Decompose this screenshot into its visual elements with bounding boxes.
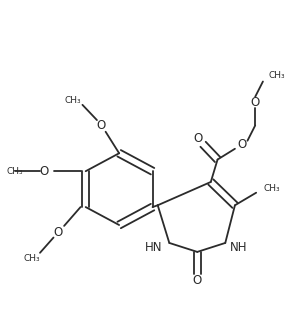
Text: O: O <box>39 165 49 178</box>
Text: CH₃: CH₃ <box>64 96 81 105</box>
Text: O: O <box>193 274 202 287</box>
Text: CH₃: CH₃ <box>24 254 40 263</box>
Text: CH₃: CH₃ <box>6 167 23 176</box>
Text: CH₃: CH₃ <box>264 184 281 193</box>
Text: O: O <box>54 226 63 239</box>
Text: O: O <box>251 96 260 109</box>
Text: NH: NH <box>230 241 248 254</box>
Text: O: O <box>194 132 203 146</box>
Text: HN: HN <box>145 241 162 254</box>
Text: O: O <box>96 119 105 132</box>
Text: CH₃: CH₃ <box>269 71 285 80</box>
Text: O: O <box>237 138 246 151</box>
